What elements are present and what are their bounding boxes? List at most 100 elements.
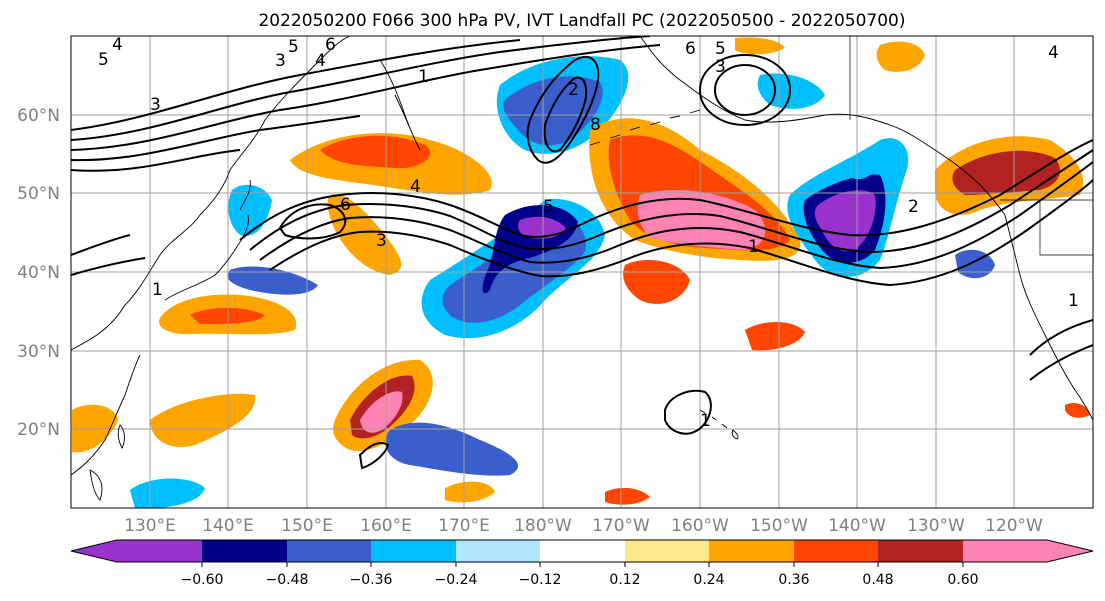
lat-label: 30°N	[17, 342, 60, 362]
pv-contours	[71, 36, 1093, 470]
negative-cell-japan	[227, 266, 318, 295]
positive-anomaly-kuroshio-core	[320, 135, 431, 169]
colorbar-tick-label: −0.60	[181, 572, 224, 588]
contour-label: 2	[908, 197, 919, 217]
positive-anomaly-northeast-peak	[637, 190, 766, 250]
contour-label: 4	[410, 177, 421, 197]
philippines-coast	[89, 469, 103, 501]
lon-label: 180°W	[514, 516, 572, 536]
contour-label: 3	[715, 57, 726, 77]
negative-cell-west-alaska	[848, 161, 875, 180]
contour-labels: 4 5 6 5 3 4 8 6 5 3 3 1 2 1 4 6 3 5 4 1	[98, 35, 1079, 431]
colorbar-segment	[117, 540, 202, 562]
positive-cell-hawaii-ne	[745, 321, 805, 351]
contour-label: 5	[715, 39, 726, 59]
longitude-labels: 130°E 140°E 150°E 160°E 170°E 180°W 170°…	[124, 516, 1043, 536]
contour-label: 2	[568, 80, 579, 100]
positive-cell-south-2	[445, 481, 495, 503]
lon-label: 130°W	[907, 516, 965, 536]
lon-label: 150°W	[750, 516, 808, 536]
positive-cell-west-coast-south	[1065, 403, 1090, 418]
colorbar: −0.60 −0.48 −0.36 −0.24 −0.12 0.12 0.24 …	[70, 539, 1094, 588]
colorbar-tick-label: −0.48	[266, 572, 309, 588]
kamchatka-coast	[379, 59, 421, 151]
colorbar-extend-high	[1047, 540, 1093, 562]
colorbar-segment	[878, 540, 963, 562]
lon-label: 140°E	[202, 516, 254, 536]
lat-label: 60°N	[17, 106, 60, 126]
contour-label: 4	[112, 35, 123, 55]
positive-cell-central-small	[623, 260, 690, 304]
contour-label: 1	[152, 280, 163, 300]
colorbar-segment	[202, 540, 287, 562]
contour-label: 4	[315, 51, 326, 71]
lon-label: 170°W	[592, 516, 650, 536]
colorbar-segment	[371, 540, 456, 562]
map-panel: 4 5 6 5 3 4 8 6 5 3 3 1 2 1 4 6 3 5 4 1	[70, 35, 1094, 509]
colorbar-segment	[287, 540, 371, 562]
positive-anomaly-kuroshio-tail	[327, 194, 402, 275]
map-frame	[70, 35, 1094, 509]
colorbar-segment	[709, 540, 794, 562]
japan-coast	[164, 179, 251, 301]
negative-anomaly-subtropical	[385, 422, 519, 476]
colorbar-tick-label: 0.60	[947, 572, 978, 588]
graticule	[71, 36, 1093, 508]
coastlines	[71, 36, 1093, 501]
north-america-coast	[1004, 214, 1093, 421]
contour-label: 6	[325, 35, 336, 55]
lat-label: 20°N	[17, 420, 60, 440]
colorbar-tick-label: −0.24	[435, 572, 478, 588]
colorbar-tick-label: 0.12	[609, 572, 640, 588]
contour-label: 6	[340, 195, 351, 215]
contour-label: 5	[288, 37, 299, 57]
colorbar-segment	[963, 540, 1047, 562]
colorbar-tick-label: −0.12	[519, 572, 562, 588]
contour-label: 1	[1068, 291, 1079, 311]
contour-label: 3	[150, 95, 161, 115]
asia-coast	[71, 36, 351, 351]
contour-label: 5	[98, 50, 109, 70]
lon-label: 150°E	[281, 516, 333, 536]
aleutian-islands	[589, 109, 701, 146]
contour-label: 3	[275, 51, 286, 71]
china-coast	[71, 354, 141, 476]
lon-label: 160°W	[671, 516, 729, 536]
lat-label: 40°N	[17, 263, 60, 283]
colorbar-segment	[794, 540, 878, 562]
lat-label: 50°N	[17, 184, 60, 204]
colorbar-segment	[456, 540, 540, 562]
contour-label: 1	[748, 237, 759, 257]
positive-cell-north-coast	[876, 41, 925, 72]
lon-label: 130°E	[124, 516, 176, 536]
chart-title: 2022050200 F066 300 hPa PV, IVT Landfall…	[258, 11, 905, 31]
colorbar-tick-label: 0.48	[862, 572, 893, 588]
colorbar-segment	[540, 540, 625, 562]
colorbar-segment	[625, 540, 709, 562]
contour-label: 5	[543, 197, 554, 217]
latitude-labels: 60°N 50°N 40°N 30°N 20°N	[17, 106, 60, 440]
taiwan-coast	[117, 424, 125, 450]
positive-cell-south-3	[605, 487, 650, 505]
colorbar-tick-label: 0.24	[693, 572, 724, 588]
negative-anomaly-central-peak	[518, 216, 566, 239]
contour-label: 1	[700, 411, 711, 431]
contour-label: 3	[376, 231, 387, 251]
colorbar-ticks	[201, 562, 964, 567]
negative-cell-south	[130, 478, 205, 508]
contour-label: 8	[590, 115, 601, 135]
contour-label: 1	[418, 67, 429, 87]
alaska-coast	[639, 36, 1006, 216]
positive-anomaly-subtropical-peak	[360, 391, 403, 433]
canada-us-border	[849, 36, 1093, 256]
colorbar-outline	[70, 539, 1094, 563]
contour-label: 4	[1048, 43, 1059, 63]
lon-label: 140°W	[828, 516, 886, 536]
contour-label: 6	[685, 39, 696, 59]
colorbar-tick-label: 0.36	[778, 572, 809, 588]
lon-label: 120°W	[985, 516, 1043, 536]
positive-cell-west-1	[150, 393, 256, 448]
lon-label: 170°E	[438, 516, 490, 536]
lon-label: 160°E	[360, 516, 412, 536]
